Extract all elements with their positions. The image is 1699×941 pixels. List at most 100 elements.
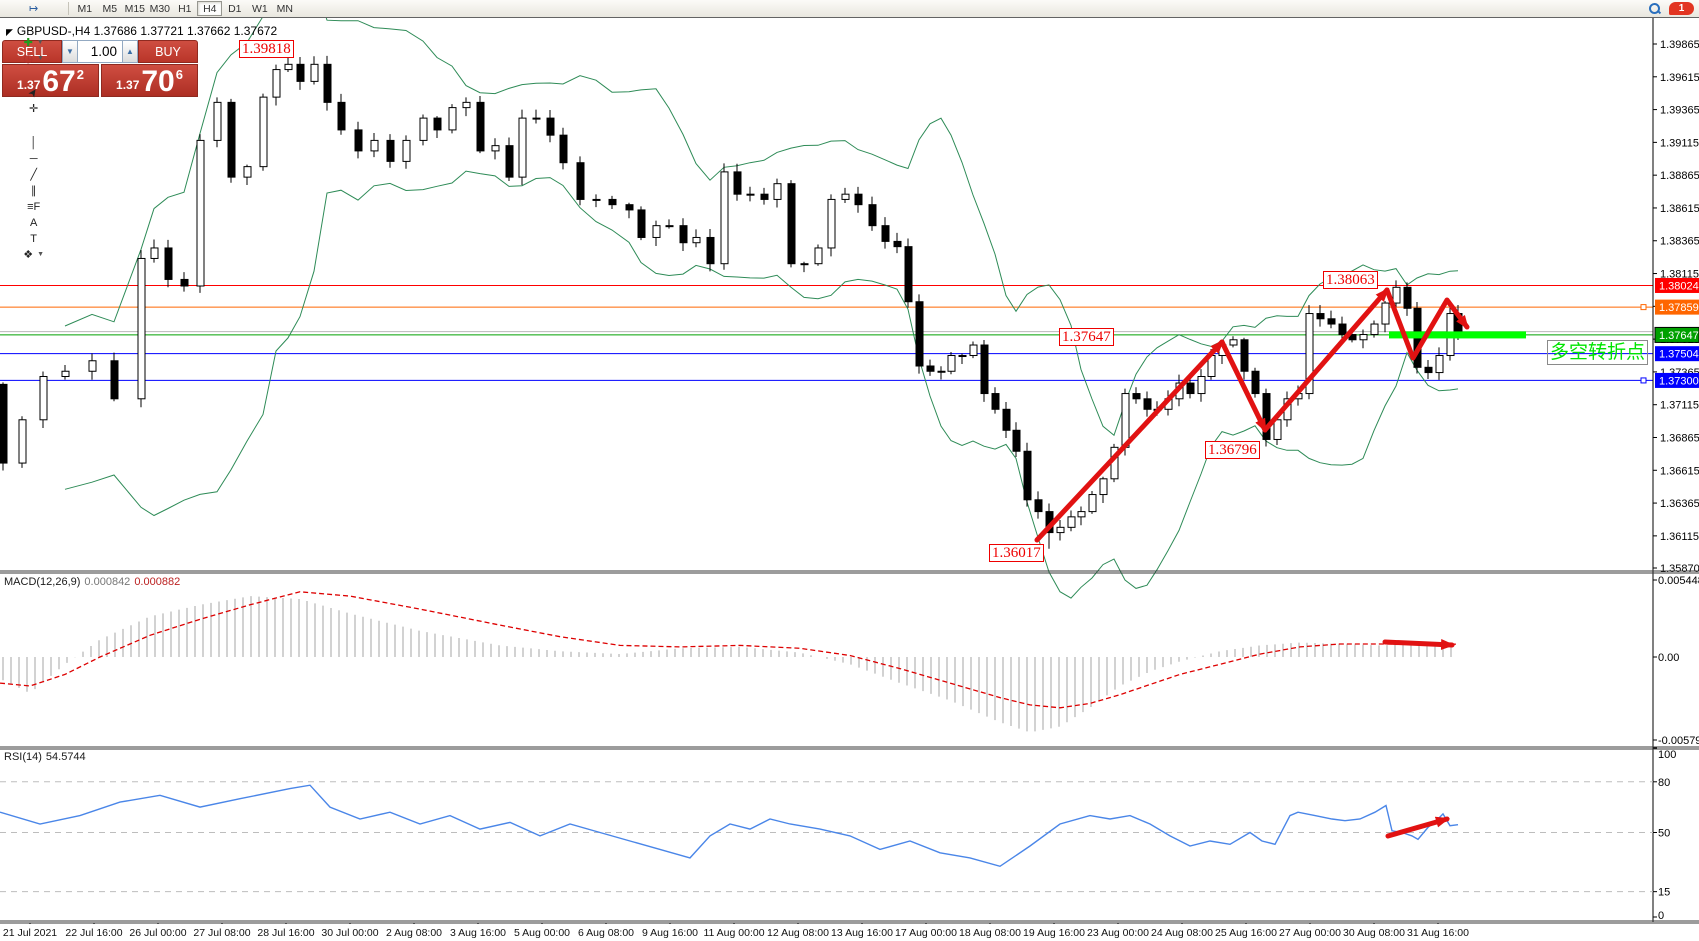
time-tick-label: 5 Aug 00:00: [513, 927, 571, 939]
notification-badge[interactable]: 1: [1669, 2, 1694, 15]
text-annotation[interactable]: 多空转折点: [1547, 340, 1649, 365]
cursor-button[interactable]: ➤: [2, 85, 65, 101]
buy-price-button[interactable]: 1.37 70 6: [101, 64, 198, 97]
trendline-icon: ╱: [30, 168, 37, 181]
svg-text:1.39115: 1.39115: [1660, 137, 1699, 149]
sell-price-big: 67: [42, 65, 76, 98]
tester-step-icon: ↦: [29, 2, 39, 15]
time-tick-label: 30 Aug 08:00: [1343, 927, 1405, 939]
crosshair-button[interactable]: ✛: [2, 101, 65, 117]
timeframe-m30[interactable]: M30: [149, 2, 171, 15]
crosshair-icon: ✛: [29, 102, 39, 115]
macd-main-value: 0.000842: [84, 576, 131, 588]
time-axis[interactable]: 21 Jul 2021 22 Jul 16:00 26 Jul 00:00 27 Ju…: [0, 924, 1699, 941]
volume-increase-button[interactable]: ▲: [122, 40, 138, 63]
svg-text:1.38615: 1.38615: [1660, 203, 1699, 215]
timeframe-m15[interactable]: M15: [124, 2, 146, 15]
sell-price-pip: 2: [76, 67, 84, 82]
buy-price-pip: 6: [175, 67, 183, 82]
macd-label: MACD(12,26,9) 0.000842 0.000882: [4, 576, 180, 588]
sell-price-prefix: 1.37: [17, 78, 41, 92]
toolbar-right: 1: [1649, 2, 1694, 15]
timeframe-mn[interactable]: MN: [276, 2, 293, 15]
price-callout[interactable]: 1.36796: [1205, 441, 1260, 459]
time-tick-label: 17 Aug 00:00: [895, 927, 957, 939]
main-toolbar: ⊞新订单▰☁◉⬤自动交易|||❚❘∿⊕⊖▦▸↦✚▼◷▼➤✛│─╱∥≡FAT❖▼ …: [0, 0, 1699, 261]
svg-text:1.35870: 1.35870: [1660, 563, 1699, 575]
svg-text:1.37115: 1.37115: [1660, 400, 1699, 412]
add-indicator-button[interactable]: ✚ ▼: [2, 35, 65, 51]
label-icon: T: [30, 232, 38, 245]
one-click-trading-panel: SELL ▼ 1.00 ▲ BUY 1.37 67 2 1.37 70 6: [2, 40, 198, 97]
svg-text:1.38865: 1.38865: [1660, 170, 1699, 182]
time-tick-label: 11 Aug 00:00: [703, 927, 765, 939]
svg-text:1.38024: 1.38024: [1659, 280, 1699, 292]
volume-field[interactable]: 1.00: [78, 40, 122, 63]
chart-title: ◤ GBPUSD-,H4 1.37686 1.37721 1.37662 1.37…: [6, 24, 277, 38]
timeframe-h1[interactable]: H1: [178, 2, 192, 15]
time-tick-label: 18 Aug 08:00: [959, 927, 1021, 939]
shapes-button[interactable]: ❖ ▼: [2, 247, 65, 263]
volume-decrease-button[interactable]: ▼: [62, 40, 78, 63]
svg-text:1.36615: 1.36615: [1660, 465, 1699, 477]
buy-button[interactable]: BUY: [138, 40, 198, 63]
symbol-ohlc-text: GBPUSD-,H4 1.37686 1.37721 1.37662 1.376…: [16, 24, 278, 38]
equidistant-channel-button[interactable]: ∥: [2, 183, 65, 199]
svg-text:1.38365: 1.38365: [1660, 236, 1699, 248]
time-tick-label: 9 Aug 16:00: [641, 927, 699, 939]
time-tick-label: 12 Aug 08:00: [767, 927, 829, 939]
svg-text:1.37859: 1.37859: [1659, 302, 1699, 314]
time-tick-label: 27 Jul 08:00: [193, 927, 251, 939]
clock-button[interactable]: ◷ ▼: [2, 51, 65, 67]
vertical-line-icon: │: [30, 136, 38, 149]
toolbar-buttons: ⊞新订单▰☁◉⬤自动交易|||❚❘∿⊕⊖▦▸↦✚▼◷▼➤✛│─╱∥≡FAT❖▼: [2, 0, 65, 263]
timeframe-w1[interactable]: W1: [251, 2, 268, 15]
price-callout[interactable]: 1.39818: [239, 40, 294, 58]
macd-signal-value: 0.000882: [134, 576, 181, 588]
time-tick-label: 24 Aug 08:00: [1151, 927, 1213, 939]
price-callout[interactable]: 1.36017: [989, 544, 1044, 562]
time-tick-label: 30 Jul 00:00: [321, 927, 379, 939]
svg-text:1.38115: 1.38115: [1660, 269, 1699, 281]
svg-text:1.37504: 1.37504: [1659, 349, 1699, 361]
svg-text:50: 50: [1658, 828, 1670, 840]
svg-text:100: 100: [1658, 749, 1676, 761]
clock-icon: ◷: [23, 52, 33, 65]
timeframe-group: M1 M5 M15 M30 H1 H4 D1 W1 MN: [72, 1, 297, 16]
price-callout[interactable]: 1.37647: [1059, 328, 1114, 346]
horizontal-line-button[interactable]: ─: [2, 151, 65, 167]
timeframe-m5[interactable]: M5: [102, 2, 118, 15]
label-button[interactable]: T: [2, 231, 65, 247]
time-tick-label: 6 Aug 08:00: [577, 927, 635, 939]
time-tick-label: 3 Aug 16:00: [449, 927, 507, 939]
fibonacci-button[interactable]: ≡F: [2, 199, 65, 215]
time-tick-label: 23 Aug 00:00: [1087, 927, 1149, 939]
svg-text:0.00: 0.00: [1658, 652, 1679, 664]
dropdown-caret-icon[interactable]: ▼: [37, 251, 45, 258]
sell-button[interactable]: SELL: [2, 40, 62, 63]
search-icon[interactable]: [1649, 2, 1661, 15]
fibonacci-icon: ≡F: [27, 200, 41, 213]
vertical-line-button[interactable]: │: [2, 135, 65, 151]
timeframe-m1[interactable]: M1: [77, 2, 93, 15]
price-callout[interactable]: 1.38063: [1323, 271, 1378, 289]
trendline-button[interactable]: ╱: [2, 167, 65, 183]
timeframe-h4[interactable]: H4: [197, 1, 223, 16]
svg-text:1.37300: 1.37300: [1659, 375, 1699, 387]
svg-text:0.005448: 0.005448: [1658, 575, 1699, 587]
time-tick-label: 27 Aug 00:00: [1279, 927, 1341, 939]
svg-text:1.39365: 1.39365: [1660, 105, 1699, 117]
equidistant-channel-icon: ∥: [30, 184, 37, 197]
time-tick-label: 28 Jul 16:00: [257, 927, 315, 939]
sell-price-button[interactable]: 1.37 67 2: [2, 64, 99, 97]
svg-text:1.36865: 1.36865: [1660, 432, 1699, 444]
text-button[interactable]: A: [2, 215, 65, 231]
rsi-value: 54.5744: [45, 751, 86, 763]
dropdown-caret-icon[interactable]: ▼: [36, 55, 44, 62]
timeframe-d1[interactable]: D1: [228, 2, 242, 15]
dropdown-caret-icon[interactable]: ▼: [36, 39, 44, 46]
svg-text:1.39615: 1.39615: [1660, 72, 1699, 84]
tester-step-button[interactable]: ↦: [2, 1, 65, 17]
shapes-icon: ❖: [23, 248, 34, 261]
